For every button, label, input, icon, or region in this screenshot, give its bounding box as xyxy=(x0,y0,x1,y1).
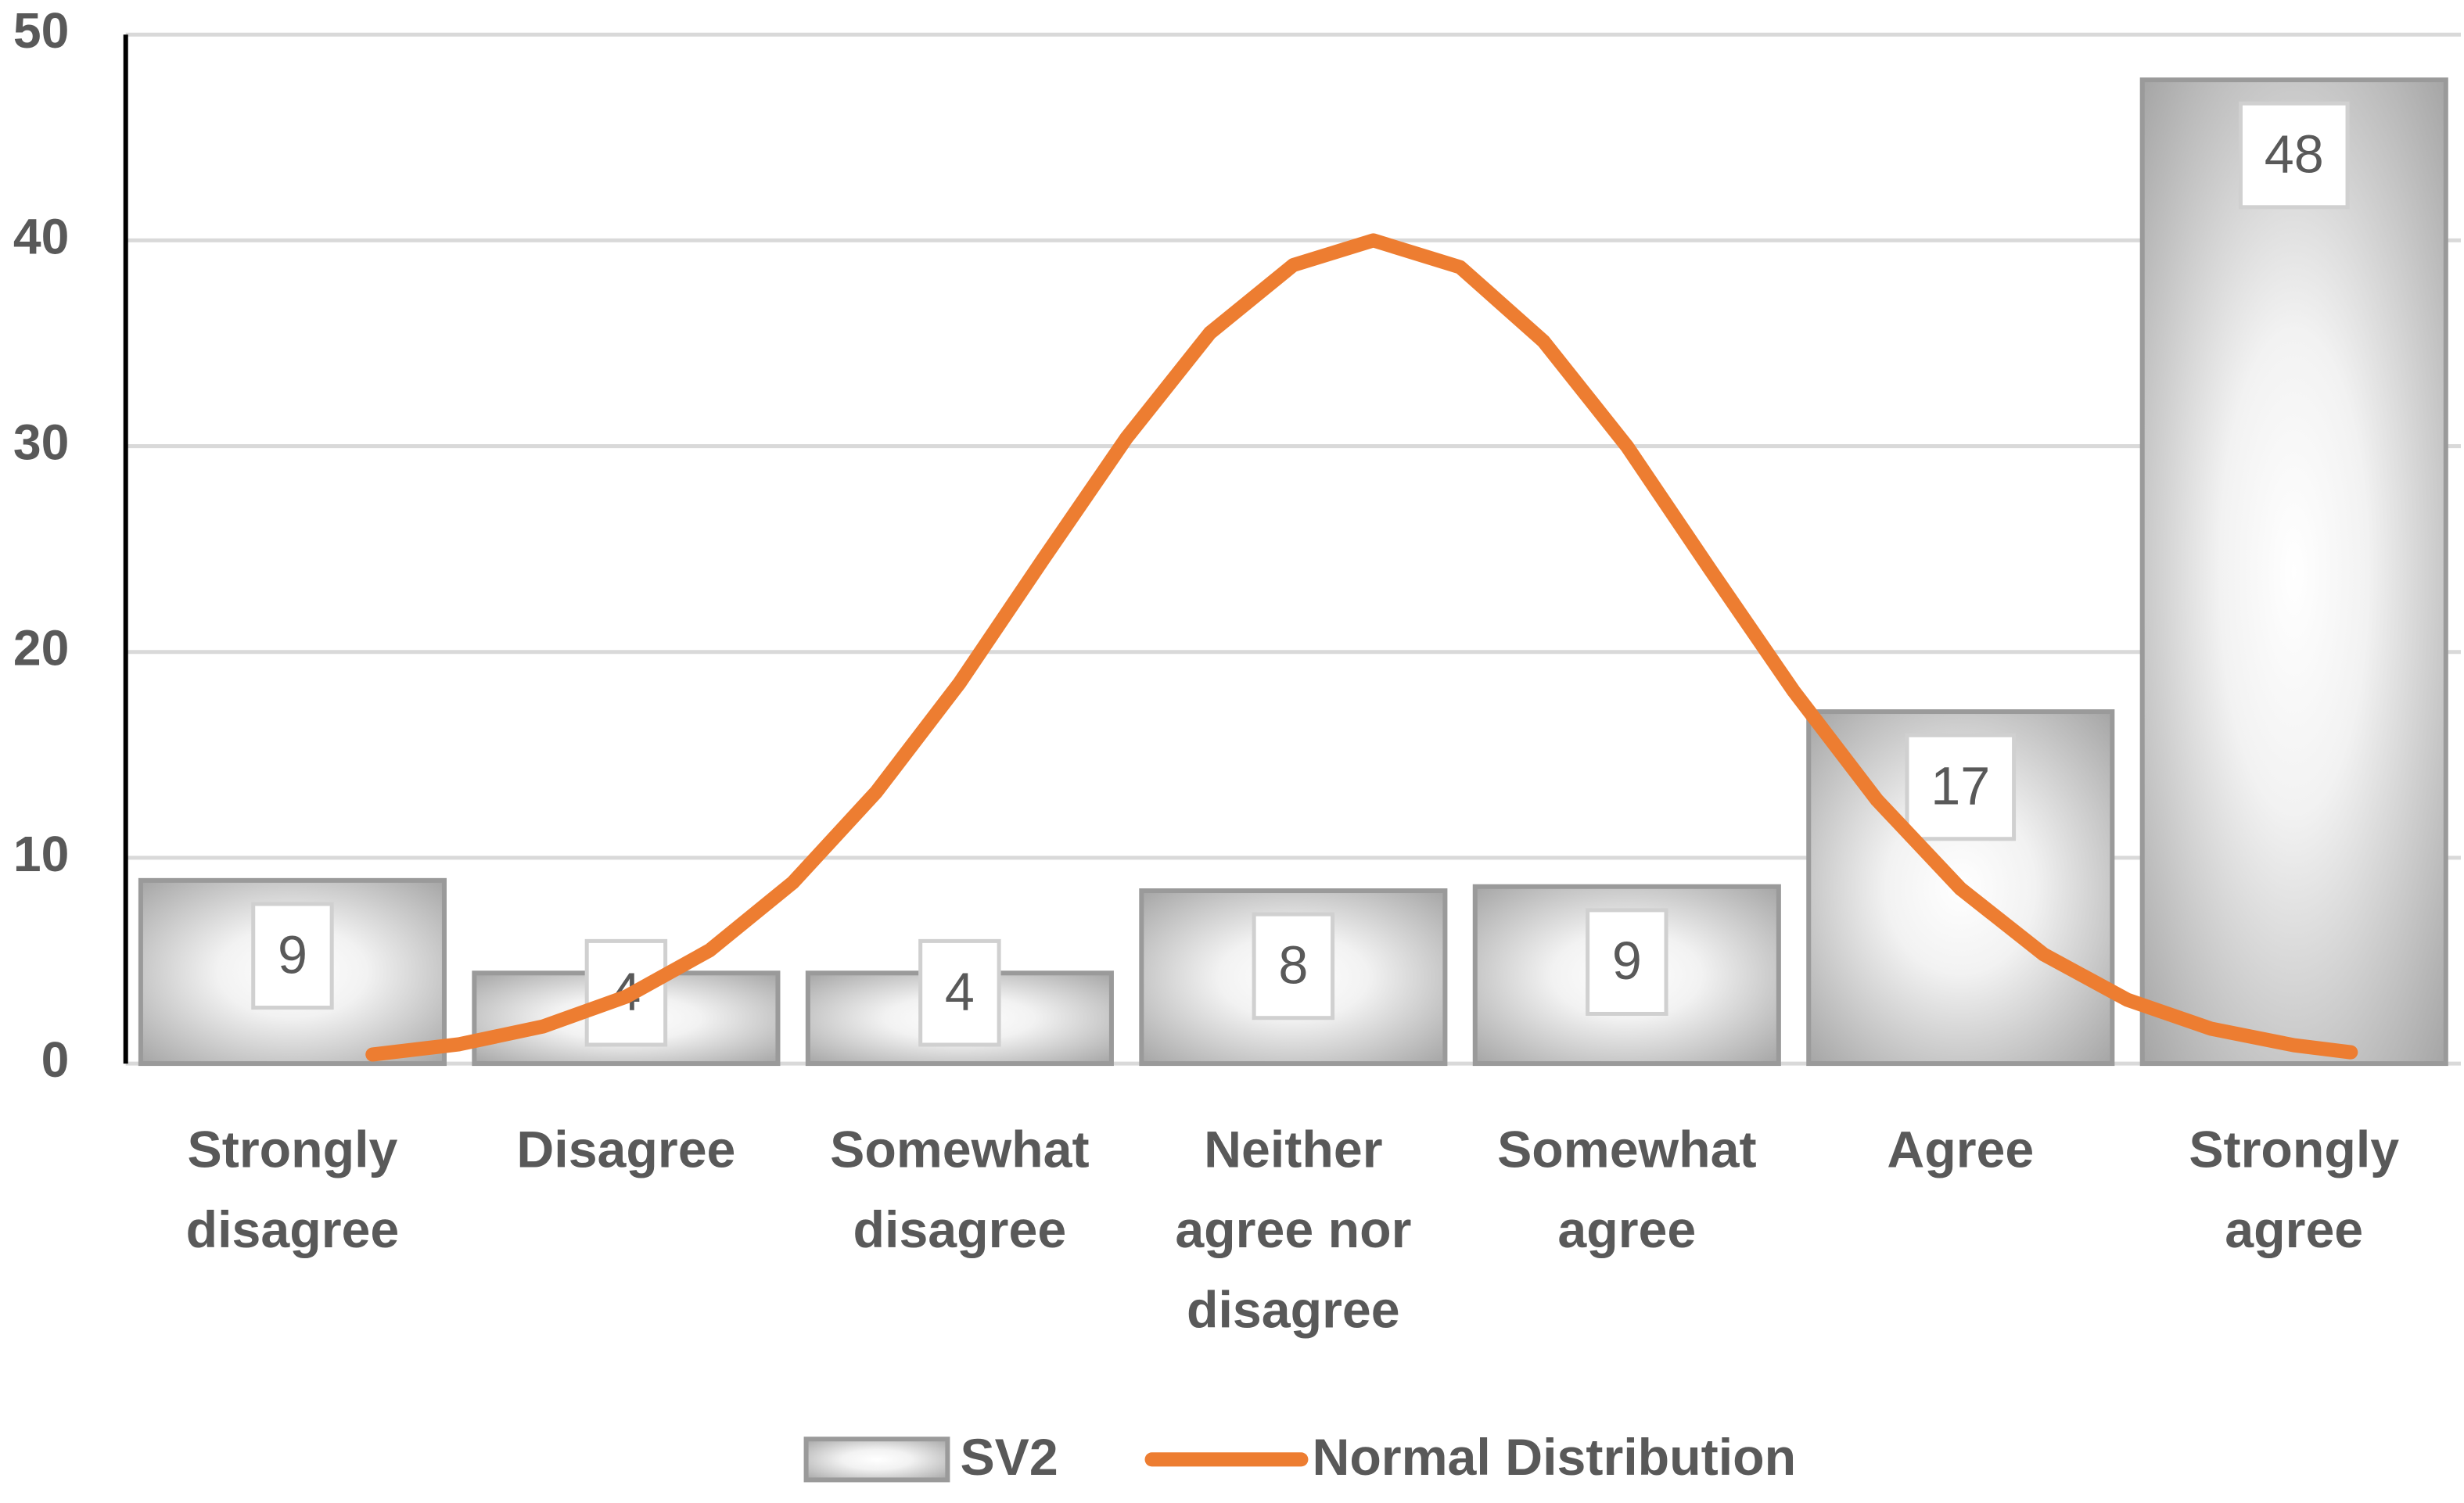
x-tick-label: Disagree xyxy=(516,1121,735,1178)
data-label-box xyxy=(2238,101,2350,210)
y-tick-label: 30 xyxy=(13,414,69,471)
x-tick-label: Strongly agree xyxy=(2189,1121,2399,1258)
data-label-box xyxy=(1586,908,1668,1016)
y-tick-label: 40 xyxy=(13,208,69,264)
y-tick-label: 0 xyxy=(41,1031,70,1088)
y-tick-label: 50 xyxy=(13,2,69,59)
y-tick-label: 20 xyxy=(13,620,69,676)
line xyxy=(365,233,2358,1062)
x-tick-label: Agree xyxy=(1887,1121,2034,1178)
legend-label: Normal Distribution xyxy=(1312,1429,1796,1487)
data-label-box xyxy=(918,938,1001,1047)
x-tick-label: Somewhat agree xyxy=(1497,1121,1756,1258)
x-tick-label: Strongly disagree xyxy=(186,1121,400,1258)
data-label: 8 xyxy=(1278,936,1308,995)
data-label: 9 xyxy=(1612,931,1642,991)
data-label: 4 xyxy=(945,963,975,1022)
x-tick-label: Somewhat disagree xyxy=(830,1121,1089,1258)
legend-label: SV2 xyxy=(960,1429,1058,1487)
data-label-box xyxy=(251,902,334,1010)
legend-swatch xyxy=(803,1437,950,1483)
y-tick-label: 10 xyxy=(13,826,69,882)
data-label-box xyxy=(1905,733,2017,841)
data-label: 48 xyxy=(2265,125,2324,185)
data-label-box xyxy=(1252,912,1335,1021)
bar xyxy=(2139,77,2448,1067)
data-label: 9 xyxy=(278,925,307,985)
x-tick-label: Neither agree nor disagree xyxy=(1175,1121,1411,1339)
data-label: 17 xyxy=(1931,757,1990,816)
